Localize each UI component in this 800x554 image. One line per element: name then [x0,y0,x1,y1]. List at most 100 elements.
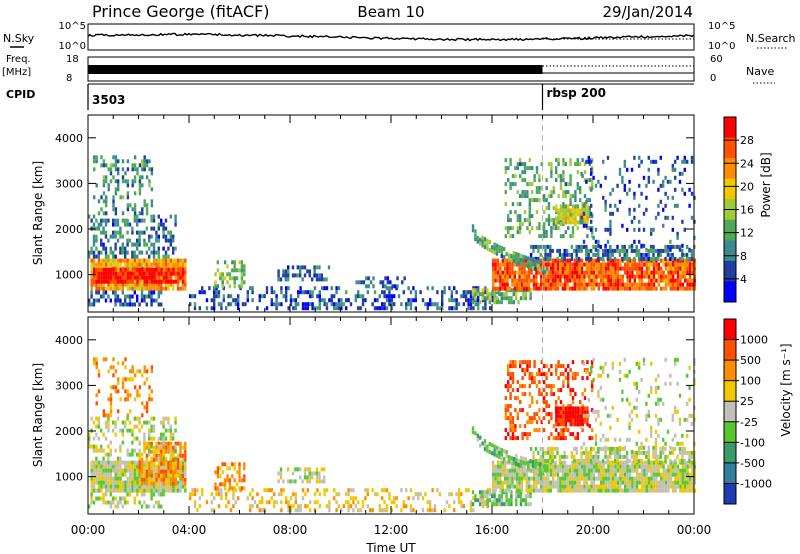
velocity-cell [657,464,660,469]
velocity-cell [588,424,591,429]
velocity-cell [95,444,98,449]
power-cell [576,278,579,283]
velocity-cell [231,486,234,491]
power-cell [453,298,456,303]
power-cell [167,275,170,280]
power-cell [121,175,125,180]
power-cell [105,195,108,200]
power-arc-cell [476,235,479,240]
power-cell [654,159,658,164]
velocity-cell [561,472,564,477]
velocity-cell [600,472,603,477]
velocity-cell [97,436,100,441]
power-cell [366,290,369,295]
velocity-cell [136,468,139,473]
power-cell [650,262,653,267]
velocity-cell [535,428,539,433]
power-cell [599,183,602,188]
power-cell [520,266,524,271]
power-cell [431,286,434,291]
power-cell [566,278,569,283]
power-cell [529,296,532,301]
power-cell [525,258,528,263]
power-cell [133,191,137,196]
power-cell [133,258,137,263]
power-cell [528,274,531,279]
power-cell [611,248,614,253]
power-cell [213,294,216,299]
power-cell [131,163,134,168]
velocity-cell [333,496,336,501]
velocity-cell [95,365,98,370]
power-cell [578,262,581,267]
power-cell [390,306,393,311]
power-cell [407,286,410,291]
velocity-cell [537,464,540,469]
power-cell [650,247,653,252]
velocity-cell [100,480,103,485]
velocity-cell [511,380,515,385]
velocity-cell [150,389,154,394]
power-cell [148,179,151,184]
power-cell [538,186,541,191]
power-cell [519,174,522,179]
power-cell [619,262,622,267]
power-cell [552,186,555,191]
power-cell [150,167,154,172]
velocity-cell [669,464,672,469]
power-cell [136,171,139,176]
power-cell [518,274,521,279]
power-cell [116,230,120,235]
power-cell [688,270,692,275]
velocity-cell [107,420,110,425]
power-cell [145,250,148,255]
power-cell [597,286,600,291]
power-cell [621,175,624,180]
velocity-cell [609,464,612,469]
power-cell [604,282,608,287]
power-cell [532,244,535,249]
velocity-cell [164,436,168,441]
power-cell [693,286,696,291]
velocity-cell [585,450,588,455]
velocity-cell [594,458,598,463]
power-cell [521,222,524,227]
velocity-cell [116,504,120,509]
velocity-cell [249,504,252,509]
power-cell [559,222,563,227]
power-cell [567,190,570,195]
power-cell [318,290,321,295]
velocity-cell [287,500,290,505]
velocity-cell [129,393,132,398]
velocity-cell [558,454,562,459]
power-cell [504,234,507,239]
velocity-cell [618,454,622,459]
power-cell [128,302,132,307]
power-cell [217,302,221,307]
velocity-cell [431,508,434,513]
power-cell [95,262,98,267]
power-cell [661,248,665,253]
power-cell [650,282,653,287]
power-cell [128,266,132,271]
power-cell [138,175,142,180]
velocity-cell [395,496,398,501]
power-cell [609,270,612,275]
power-cell [240,272,244,277]
power-cell [150,271,154,276]
power-cell [529,292,532,297]
velocity-cell [628,458,631,463]
power-cell [133,203,137,208]
power-cell [580,278,584,283]
power-cell [136,242,139,247]
velocity-cell [537,472,540,477]
velocity-cell [585,480,588,485]
power-cell [376,298,379,303]
power-cell [528,218,531,223]
power-cell [519,194,522,199]
power-cell [609,191,612,196]
power-cell [109,279,113,284]
power-cell [556,262,560,267]
velocity-cell [299,467,302,472]
